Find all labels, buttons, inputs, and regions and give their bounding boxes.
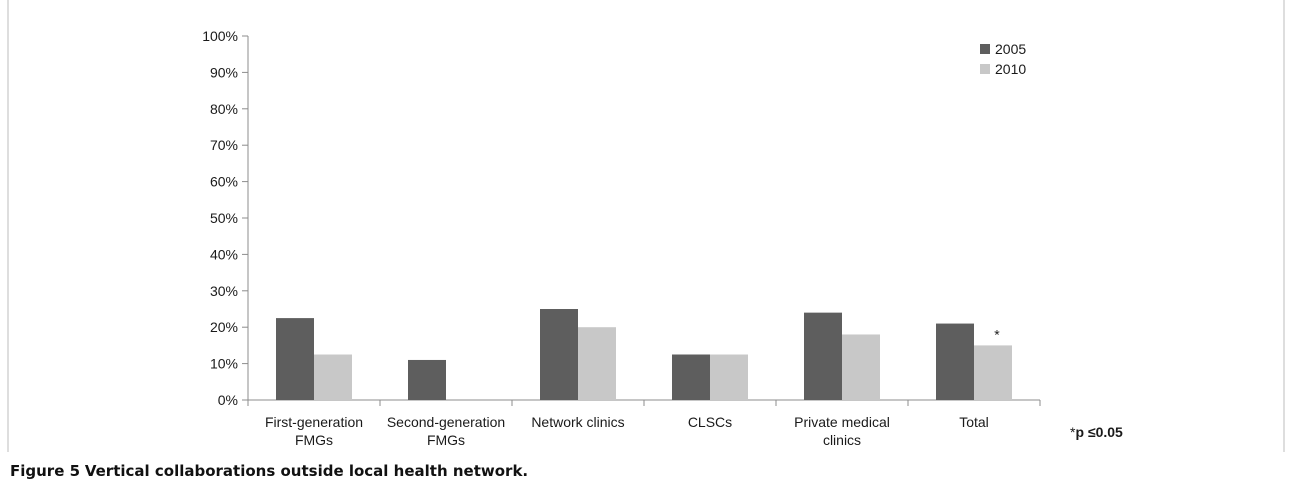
y-tick-label: 10% [210,356,238,372]
y-axis: 0% 10% 20% 30% 40% 50% 60% 70% 80% 90% 100% [202,28,249,408]
bar-2010-2 [578,327,616,400]
bar-2005-5 [936,323,974,400]
footnote-star: * [1070,424,1076,440]
x-tick-label: Total [959,414,989,430]
bar-2010-4 [842,334,880,400]
bar-2010-3 [710,354,748,400]
bars [276,309,1012,400]
bar-2005-3 [672,354,710,400]
x-tick-label: Network clinics [531,414,624,430]
significance-star: * [994,326,1000,342]
y-tick-label: 60% [210,174,238,190]
x-tick-label: Second-generation FMGs [387,414,505,448]
x-tick-label: CLSCs [688,414,732,430]
y-tick-label: 50% [210,210,238,226]
significance-footnote: *p ≤0.05 [1070,424,1123,440]
figure-title: Vertical collaborations outside local he… [84,462,529,480]
footnote-text: p ≤0.05 [1075,424,1123,440]
x-axis: First-generation FMGs Second-generation FMG… [247,399,1041,448]
bar-2005-0 [276,318,314,400]
legend-swatch-2010 [980,64,990,74]
x-tick-label: First-generation FMGs [265,414,363,448]
figure-label: Figure 5 [10,462,81,480]
figure-caption: Figure 5 Vertical collaborations outside… [10,462,528,480]
y-tick-label: 100% [202,28,238,44]
bar-2005-4 [804,312,842,400]
bar-2010-5 [974,345,1012,400]
bar-2010-0 [314,354,352,400]
bar-2005-2 [540,309,578,400]
legend-label-2005: 2005 [995,41,1026,57]
annotations: * [994,326,1000,342]
y-tick-label: 0% [218,392,238,408]
x-tick-label: Private medical clinics [794,414,890,448]
y-tick-label: 90% [210,64,238,80]
y-tick-label: 80% [210,101,238,117]
bar-2005-1 [408,359,446,400]
y-tick-label: 20% [210,319,238,335]
legend: 2005 2010 [980,41,1026,77]
y-tick-label: 70% [210,137,238,153]
legend-label-2010: 2010 [995,61,1026,77]
legend-swatch-2005 [980,44,990,54]
frame-border [7,0,1285,452]
y-tick-label: 40% [210,246,238,262]
y-tick-label: 30% [210,283,238,299]
